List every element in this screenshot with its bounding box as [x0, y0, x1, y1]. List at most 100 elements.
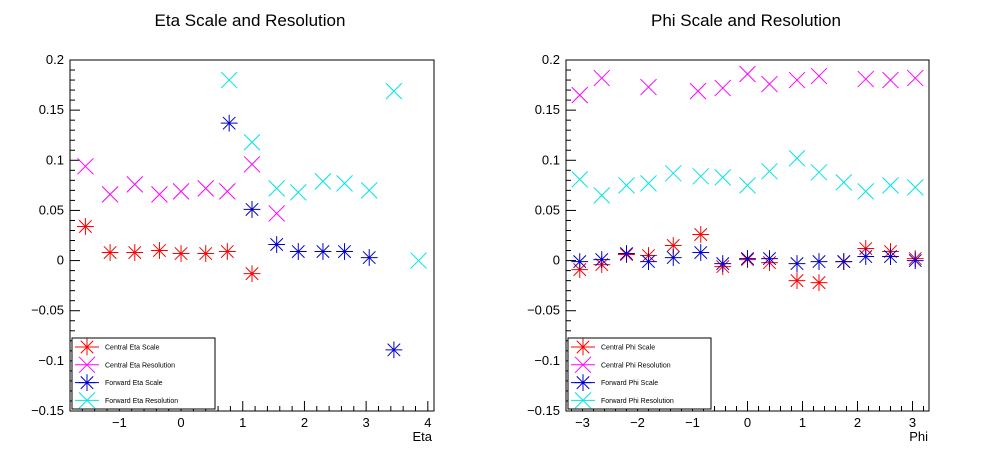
- phi-x-tick-label: 1: [799, 415, 806, 430]
- forward-phi-resolution-series: [571, 149, 924, 204]
- forward-phi-resolution-point: [618, 177, 635, 194]
- forward-eta-scale-point: [336, 243, 353, 260]
- forward-phi-scale-point: [714, 255, 732, 272]
- forward-eta-resolution-series: [220, 71, 427, 269]
- phi-chart-panel: Phi Scale and Resolution Phi −3 −2 −1 0 1 2 3 −…: [527, 11, 930, 444]
- eta-y-tick-label: 0.1: [46, 152, 64, 167]
- central-phi-resolution-legend-label: Central Phi Resolution: [601, 362, 671, 369]
- forward-phi-resolution-point: [788, 149, 806, 167]
- phi-x-tick-label: 3: [909, 415, 916, 430]
- forward-phi-scale-point: [810, 253, 828, 270]
- central-eta-resolution-point: [77, 157, 94, 175]
- eta-x-axis-label: Eta: [412, 429, 432, 444]
- eta-y-tick-label: 0.05: [39, 202, 64, 217]
- eta-legend: Central Eta Scale Central Eta Resolution F…: [71, 337, 216, 410]
- forward-eta-scale-legend-label: Forward Eta Scale: [105, 380, 163, 387]
- forward-phi-resolution-point: [714, 168, 732, 186]
- forward-eta-resolution-point: [385, 82, 403, 100]
- phi-legend-box: [567, 337, 712, 410]
- eta-x-tick-label: 0: [177, 415, 184, 430]
- central-eta-scale-point: [218, 243, 236, 260]
- eta-x-tick-label: −1: [112, 415, 127, 430]
- forward-eta-resolution-legend-marker: [75, 392, 99, 409]
- central-eta-scale-point: [101, 244, 119, 261]
- forward-phi-scale-legend-marker: [571, 374, 595, 391]
- central-eta-resolution-point: [197, 180, 215, 197]
- forward-phi-scale-point: [618, 245, 635, 262]
- forward-eta-scale-point: [243, 201, 261, 218]
- forward-phi-scale-point: [593, 251, 611, 268]
- phi-y-tick-label: 0: [553, 253, 560, 268]
- forward-phi-resolution-point: [571, 170, 589, 188]
- forward-phi-scale-point: [906, 252, 924, 269]
- central-eta-scale-point: [126, 244, 144, 261]
- forward-phi-scale-point: [761, 250, 778, 267]
- eta-legend-box: [71, 337, 216, 410]
- eta-plot-frame: [69, 59, 435, 412]
- forward-eta-scale-point: [314, 243, 332, 260]
- central-phi-resolution-point: [739, 65, 756, 83]
- central-phi-resolution-point: [788, 71, 806, 89]
- forward-phi-scale-point: [664, 249, 682, 266]
- forward-phi-resolution-point: [664, 164, 682, 182]
- central-phi-resolution-legend-marker: [571, 356, 595, 374]
- phi-x-tick-label: −2: [630, 415, 645, 430]
- forward-phi-resolution-point: [593, 187, 611, 204]
- forward-eta-scale-legend-marker: [75, 374, 99, 391]
- phi-y-tick-label: −0.05: [527, 303, 560, 318]
- central-eta-scale-point: [77, 218, 94, 235]
- forward-eta-scale-point: [268, 236, 286, 253]
- forward-eta-resolution-point: [314, 172, 332, 190]
- forward-phi-scale-series: [571, 244, 924, 272]
- phi-y-tick-label: −0.15: [527, 403, 560, 418]
- central-eta-scale-point: [197, 245, 215, 262]
- central-eta-resolution-point: [151, 186, 168, 203]
- central-phi-scale-point: [788, 272, 806, 290]
- forward-phi-scale-point: [882, 248, 899, 265]
- forward-phi-scale-point: [571, 253, 589, 270]
- central-eta-scale-series: [77, 218, 261, 283]
- forward-phi-scale-point: [788, 255, 806, 272]
- phi-y-tick-label: 0.1: [542, 152, 560, 167]
- central-eta-resolution-point: [268, 205, 286, 222]
- central-phi-resolution-point: [689, 82, 707, 100]
- eta-y-tick-label: −0.1: [38, 353, 64, 368]
- central-phi-scale-legend-marker: [571, 338, 595, 356]
- forward-eta-scale-point: [220, 114, 238, 132]
- phi-x-tick-label: −1: [685, 415, 700, 430]
- forward-phi-resolution-legend-label: Forward Phi Resolution: [601, 398, 674, 405]
- phi-x-tick-label: 2: [854, 415, 861, 430]
- forward-phi-resolution-point: [857, 183, 875, 200]
- central-eta-resolution-legend-label: Central Eta Resolution: [105, 362, 175, 369]
- forward-eta-resolution-point: [289, 184, 307, 201]
- central-phi-resolution-point: [571, 86, 589, 104]
- forward-phi-resolution-point: [882, 177, 899, 194]
- forward-phi-resolution-point: [810, 163, 828, 181]
- central-eta-scale-legend-label: Central Eta Scale: [105, 345, 160, 352]
- phi-legend: Central Phi Scale Central Phi Resolution F…: [567, 337, 712, 410]
- forward-eta-resolution-point: [268, 180, 286, 197]
- forward-phi-scale-point: [640, 253, 657, 270]
- central-eta-resolution-legend-marker: [75, 356, 99, 374]
- forward-phi-resolution-point: [692, 167, 710, 185]
- forward-phi-scale-point: [857, 248, 875, 265]
- forward-phi-resolution-legend-marker: [571, 392, 595, 409]
- forward-eta-scale-point: [289, 243, 307, 260]
- eta-chart-title: Eta Scale and Resolution: [155, 11, 346, 30]
- central-phi-scale-point: [810, 274, 828, 292]
- phi-x-tick-label: −3: [575, 415, 590, 430]
- phi-x-axis-label: Phi: [909, 429, 928, 444]
- forward-eta-resolution-point: [243, 133, 261, 151]
- central-phi-scale-legend-label: Central Phi Scale: [601, 345, 655, 352]
- eta-x-tick-label: 1: [239, 415, 246, 430]
- central-phi-resolution-point: [640, 78, 657, 96]
- forward-phi-scale-legend-label: Forward Phi Scale: [601, 380, 658, 387]
- eta-y-tick-label: 0.2: [46, 52, 64, 67]
- forward-eta-resolution-point: [336, 174, 353, 192]
- phi-y-tick-label: −0.1: [534, 353, 560, 368]
- eta-y-tick-label: 0: [57, 253, 64, 268]
- central-eta-resolution-point: [243, 155, 261, 173]
- forward-phi-scale-point: [739, 250, 756, 267]
- central-eta-scale-point: [172, 245, 190, 262]
